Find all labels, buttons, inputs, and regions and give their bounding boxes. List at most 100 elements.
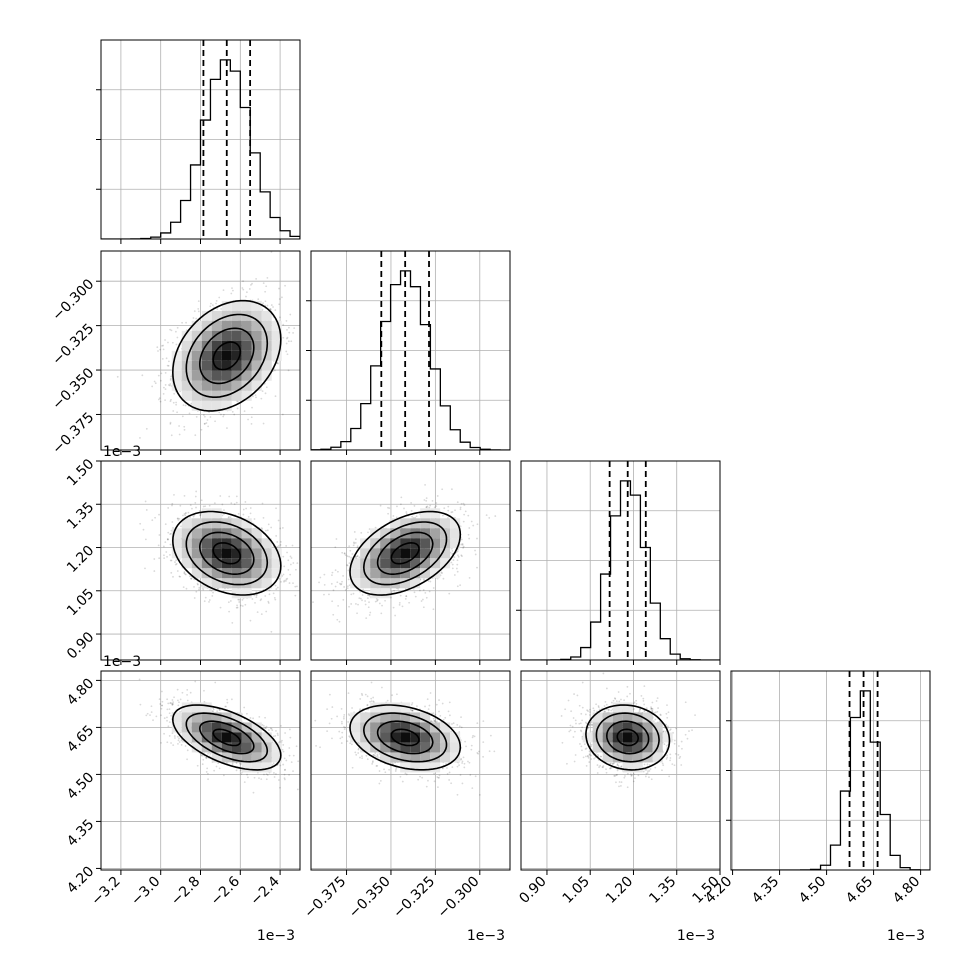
sample-point	[366, 597, 369, 600]
sample-point	[337, 570, 339, 573]
sample-point	[185, 587, 188, 590]
sample-point	[337, 604, 340, 607]
sample-point	[165, 551, 168, 553]
sample-point	[248, 288, 251, 290]
sample-point	[276, 545, 279, 548]
sample-point	[459, 584, 462, 587]
density-cell	[191, 330, 202, 341]
sample-point	[170, 398, 172, 401]
density-cell	[191, 340, 202, 351]
sample-point	[485, 514, 488, 517]
sample-point	[256, 593, 259, 596]
sample-point	[153, 380, 156, 383]
sample-point	[301, 558, 303, 560]
sample-point	[158, 398, 160, 401]
sample-point	[183, 571, 186, 573]
sample-point	[428, 590, 431, 593]
sample-point	[443, 507, 446, 510]
sample-point	[307, 334, 309, 336]
sample-point	[468, 527, 471, 529]
sample-point	[358, 556, 361, 559]
sample-point	[194, 495, 197, 498]
density-cell	[201, 320, 212, 331]
sample-point	[265, 610, 268, 613]
sample-point	[289, 563, 292, 566]
density-cell	[261, 568, 272, 579]
sample-point	[305, 614, 307, 616]
density-cell	[211, 340, 222, 351]
density-cell	[201, 330, 212, 341]
sample-point	[191, 507, 193, 510]
sample-point	[452, 559, 455, 561]
density-cell	[241, 558, 252, 569]
sample-point	[167, 531, 170, 534]
sample-point	[139, 522, 142, 525]
sample-point	[341, 551, 344, 554]
sample-point	[290, 340, 293, 343]
sample-point	[323, 573, 326, 576]
sample-point	[296, 562, 299, 565]
sample-point	[422, 598, 424, 601]
sample-point	[173, 392, 176, 395]
sample-point	[401, 605, 404, 608]
sample-point	[164, 399, 166, 402]
density-cell	[271, 558, 282, 569]
sample-point	[162, 344, 165, 347]
sample-point	[245, 291, 248, 294]
density-cell	[251, 578, 262, 589]
sample-point	[404, 598, 407, 600]
sample-point	[167, 538, 169, 541]
sample-point	[189, 575, 191, 578]
sample-point	[250, 284, 252, 286]
density-cell	[191, 518, 202, 529]
sample-point	[223, 509, 225, 512]
sample-point	[353, 542, 356, 545]
sample-point	[204, 422, 206, 425]
sample-point	[331, 571, 334, 574]
sample-point	[285, 545, 288, 547]
sample-point	[185, 329, 188, 332]
sample-point	[164, 339, 166, 341]
sample-point	[144, 500, 147, 503]
sample-point	[194, 434, 197, 437]
sample-point	[156, 346, 159, 349]
sample-point	[266, 304, 269, 307]
density-cell	[221, 350, 232, 361]
density-cell	[191, 380, 202, 391]
sample-point	[276, 586, 279, 589]
sample-point	[494, 515, 497, 517]
sample-point	[238, 601, 241, 603]
sample-point	[260, 613, 263, 616]
sample-point	[223, 413, 225, 416]
sample-point	[170, 434, 173, 437]
sample-point	[184, 573, 187, 576]
sample-point	[162, 545, 165, 548]
sample-point	[175, 343, 178, 346]
density-cell	[181, 518, 192, 529]
sample-point	[391, 591, 393, 593]
density-cell	[201, 400, 212, 411]
sample-point	[282, 573, 285, 576]
density-cell	[211, 568, 222, 579]
sample-point	[334, 546, 337, 549]
sample-point	[205, 422, 208, 424]
density-cell	[241, 360, 252, 371]
sample-point	[210, 302, 212, 305]
sample-point	[270, 526, 273, 529]
sample-point	[159, 400, 162, 403]
sample-point	[267, 602, 270, 604]
sample-point	[208, 411, 210, 414]
sample-point	[289, 573, 292, 576]
sample-point	[180, 525, 182, 528]
sample-point	[281, 296, 283, 299]
sample-point	[207, 425, 210, 428]
sample-point	[448, 592, 451, 595]
sample-point	[283, 579, 286, 582]
sample-point	[220, 308, 223, 310]
sample-point	[197, 308, 200, 310]
sample-point	[287, 559, 290, 562]
sample-point	[144, 567, 146, 570]
density-cell	[231, 548, 242, 559]
sample-point	[174, 330, 177, 333]
